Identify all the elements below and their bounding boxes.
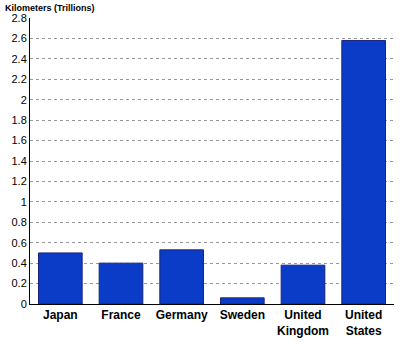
svg-text:UnitedStates: UnitedStates [345, 308, 382, 338]
svg-text:Sweden: Sweden [220, 308, 265, 322]
svg-text:1.2: 1.2 [12, 175, 27, 187]
svg-text:2.2: 2.2 [12, 73, 27, 85]
svg-text:France: France [101, 308, 141, 322]
svg-text:2.8: 2.8 [12, 12, 27, 24]
svg-text:Japan: Japan [43, 308, 78, 322]
svg-text:2.4: 2.4 [12, 53, 27, 65]
svg-text:0.2: 0.2 [12, 277, 27, 289]
svg-text:0.6: 0.6 [12, 237, 27, 249]
svg-text:0.4: 0.4 [12, 257, 27, 269]
svg-text:1.8: 1.8 [12, 114, 27, 126]
svg-text:1.4: 1.4 [12, 155, 27, 167]
svg-text:1: 1 [21, 196, 27, 208]
svg-text:0.8: 0.8 [12, 216, 27, 228]
svg-text:Germany: Germany [156, 308, 208, 322]
svg-text:UnitedKingdom: UnitedKingdom [277, 308, 329, 338]
svg-text:0: 0 [21, 298, 27, 310]
svg-text:Kilometers (Trillions): Kilometers (Trillions) [5, 3, 95, 13]
svg-text:2.6: 2.6 [12, 32, 27, 44]
svg-text:2: 2 [21, 94, 27, 106]
svg-text:1.6: 1.6 [12, 134, 27, 146]
